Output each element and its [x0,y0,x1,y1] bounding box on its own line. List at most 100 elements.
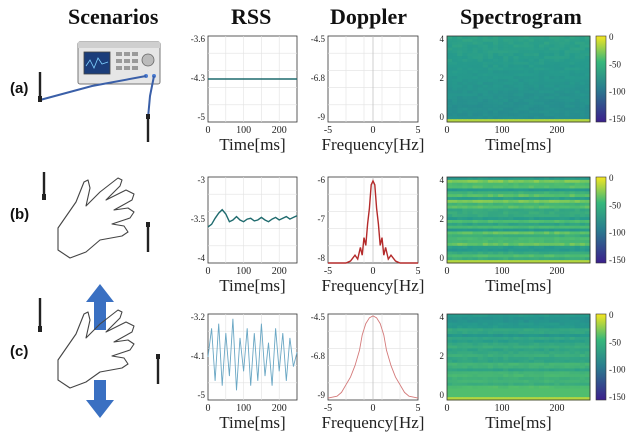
spectrogram-cell [549,377,555,381]
spectrogram-cell [559,214,565,218]
spectrogram-cell [564,362,571,367]
spectrogram-cell [472,188,479,192]
spectrogram-cell [564,197,571,201]
spectrogram-cell [518,357,525,361]
spectrogram-cell [549,345,555,349]
spectrogram-cell [457,362,463,367]
spectrogram-cell [569,237,576,241]
spectrogram-cell [498,371,504,375]
spectrogram-cell [482,377,489,381]
spectrogram-cell [538,41,545,46]
spectrogram-cell [462,191,468,195]
spectrogram-cell [544,251,550,255]
spectrogram-cell [508,254,514,258]
spectrogram-cell [528,53,535,57]
spectrogram-cell [518,220,525,224]
spectrogram-cell [559,197,565,201]
spectrogram-cell [467,231,474,235]
spectrogram-cell [487,182,494,187]
spectrogram-cell [498,365,504,369]
spectrogram-cell [482,70,489,74]
spectrogram-cell [574,394,581,398]
spectrogram-cell [528,47,535,51]
spectrogram-cell [569,377,576,381]
spectrogram-cell [508,240,514,244]
spectrogram-cell [579,382,586,387]
spectrogram-cell [523,342,530,347]
spectrogram-cell [533,104,540,109]
chart-rss-a [207,35,298,123]
spectrogram-cell [508,79,514,83]
spectrogram-cell [492,58,499,63]
spectrogram-cell [554,104,560,109]
x-tick-spectrogram-c: 200 [550,403,565,414]
spectrogram-cell [584,73,591,77]
spectrogram-cell [447,53,453,57]
spectrogram-cell [523,211,530,215]
spectrogram-cell [549,339,555,344]
spectrogram-cell [482,58,489,63]
spectrogram-cell [549,188,555,192]
spectrogram-cell [528,107,535,112]
spectrogram-cell [492,185,499,189]
spectrogram-cell [584,113,591,117]
spectrogram-cell [498,185,504,189]
spectrogram-cell [538,336,545,341]
spectrogram-cell [564,319,571,324]
spectrogram-cell [538,231,545,235]
spectrogram-cell [513,225,519,230]
spectrogram-cell [518,79,525,83]
spectrogram-cell [559,217,565,221]
spectrogram-cell [518,101,525,106]
spectrogram-cell [584,205,591,210]
spectrogram-cell [549,348,555,352]
spectrogram-cell [544,234,550,238]
spectrogram-cell [482,228,489,232]
spectrogram-cell [554,56,560,60]
spectrogram-cell [447,36,453,40]
spectrogram-cell [462,342,468,347]
spectrogram-cell [579,87,586,91]
spectrogram-cell [452,348,458,352]
spectrogram-cell [503,391,509,395]
spectrogram-cell [549,119,555,123]
spectrogram-cell [569,199,576,204]
x-tick-rss-b: 0 [206,266,211,277]
spectrogram-cell [564,245,571,250]
spectrogram-cell [544,104,550,109]
spectrogram-cell [487,217,494,221]
spectrogram-cell [544,371,550,375]
spectrogram-cell [538,47,545,51]
spectrogram-cell [462,231,468,235]
spectrogram-cell [487,58,494,63]
spectrogram-cell [523,385,530,390]
spectrogram-cell [584,58,591,63]
spectrogram-cell [477,371,484,375]
spectrogram-cell [523,382,530,387]
spectrogram-cell [549,90,555,94]
spectrogram-cell [477,93,484,97]
spectrogram-cell [492,394,499,398]
spectrogram-cell [564,374,571,378]
x-tick-doppler-b: 5 [416,266,421,277]
spectrogram-cell [569,225,576,230]
spectrogram-cell [482,240,489,244]
spectrogram-cell [574,96,581,100]
spectrogram-cell [528,70,535,74]
spectrogram-cell [559,368,565,372]
spectrogram-cell [492,84,499,89]
spectrogram-cell [538,104,545,109]
spectrogram-cell [492,371,499,375]
spectrogram-cell [477,107,484,112]
spectrogram-cell [513,87,519,91]
spectrogram-cell [559,119,565,123]
spectrogram-cell [523,76,530,80]
spectrogram-cell [492,257,499,261]
spectrogram-cell [498,394,504,398]
spectrogram-cell [554,182,560,187]
spectrogram-cell [569,328,576,332]
spectrogram-cell [538,319,545,324]
spectrogram-cell [503,199,509,204]
spectrogram-cell [533,365,540,369]
spectrogram-cell [457,199,463,204]
